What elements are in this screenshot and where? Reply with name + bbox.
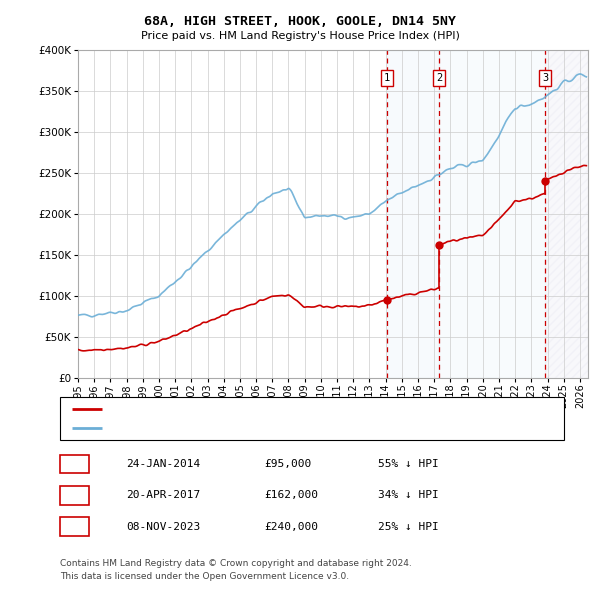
Text: 20-APR-2017: 20-APR-2017 [126,490,200,500]
Text: 68A, HIGH STREET, HOOK, GOOLE, DN14 5NY (detached house): 68A, HIGH STREET, HOOK, GOOLE, DN14 5NY … [111,404,443,414]
Text: 2: 2 [71,490,78,500]
Bar [439,50,545,378]
Text: 1: 1 [71,459,78,469]
Text: HPI: Average price, detached house, East Riding of Yorkshire: HPI: Average price, detached house, East… [111,422,427,432]
Bar [387,50,439,378]
Text: 68A, HIGH STREET, HOOK, GOOLE, DN14 5NY: 68A, HIGH STREET, HOOK, GOOLE, DN14 5NY [144,15,456,28]
Bar [545,50,588,378]
Text: 08-NOV-2023: 08-NOV-2023 [126,522,200,532]
Text: 2: 2 [436,73,442,83]
Text: 25% ↓ HPI: 25% ↓ HPI [378,522,439,532]
Text: 3: 3 [542,73,548,83]
Text: Contains HM Land Registry data © Crown copyright and database right 2024.: Contains HM Land Registry data © Crown c… [60,559,412,568]
Text: 1: 1 [383,73,390,83]
Text: This data is licensed under the Open Government Licence v3.0.: This data is licensed under the Open Gov… [60,572,349,581]
Text: Price paid vs. HM Land Registry's House Price Index (HPI): Price paid vs. HM Land Registry's House … [140,31,460,41]
Text: 34% ↓ HPI: 34% ↓ HPI [378,490,439,500]
Text: 3: 3 [71,522,78,532]
Text: £240,000: £240,000 [264,522,318,532]
Text: £95,000: £95,000 [264,459,311,469]
Text: 55% ↓ HPI: 55% ↓ HPI [378,459,439,469]
Text: 24-JAN-2014: 24-JAN-2014 [126,459,200,469]
Text: £162,000: £162,000 [264,490,318,500]
